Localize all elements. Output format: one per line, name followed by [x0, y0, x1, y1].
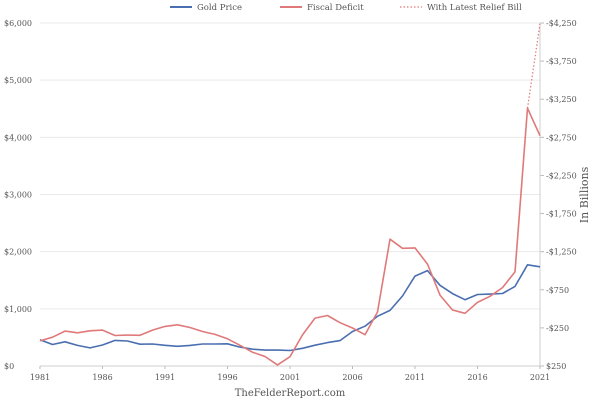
x-tick-label: 2006 — [342, 373, 362, 382]
series-line-with-latest-relief-bill — [526, 23, 541, 109]
y-right-tick-label: -$250 — [546, 324, 569, 333]
y-left-tick-label: $3,000 — [4, 191, 32, 200]
y-right-tick-label: -$3,250 — [546, 95, 577, 104]
y-right-tick-label: -$4,250 — [546, 19, 577, 28]
y-right-tick-label: -$2,750 — [546, 133, 577, 142]
x-tick-label: 2021 — [530, 373, 550, 382]
series-lines — [39, 23, 541, 366]
y-left-tick-label: $2,000 — [4, 248, 32, 257]
y-left-tick-label: $0 — [4, 362, 14, 371]
y-axis-right: $250 -$250 -$750 -$1,250 -$1,750 -$2,250 -$2,7… — [539, 19, 577, 371]
y-right-tick-label: $250 — [546, 362, 566, 371]
series-line-gold-price — [39, 263, 541, 352]
x-tick-label: 1991 — [155, 373, 175, 382]
y-left-tick-label: $1,000 — [4, 305, 32, 314]
x-tick-label: 1996 — [217, 373, 237, 382]
y-right-tick-label: -$2,250 — [546, 171, 577, 180]
y-right-tick-label: -$1,750 — [546, 210, 577, 219]
legend-label: With Latest Relief Bill — [427, 3, 522, 13]
y-left-tick-label: $6,000 — [4, 19, 32, 28]
source-label: TheFelderReport.com — [235, 388, 346, 399]
x-axis: 1981 1986 1991 1996 2001 2006 2011 2016 2021 — [30, 366, 550, 382]
y2-axis-label: In Billions — [578, 166, 591, 223]
y-left-tick-label: $5,000 — [4, 76, 32, 85]
x-tick-label: 1986 — [92, 373, 112, 382]
y-left-tick-label: $4,000 — [4, 133, 32, 142]
legend: Gold Price Fiscal Deficit With Latest Reli… — [170, 3, 522, 13]
legend-label: Gold Price — [197, 3, 242, 13]
y-right-tick-label: -$1,250 — [546, 248, 577, 257]
y-right-tick-label: -$750 — [546, 286, 569, 295]
x-tick-label: 2001 — [280, 373, 300, 382]
x-tick-label: 1981 — [30, 373, 50, 382]
gridlines — [40, 22, 540, 367]
y-axis-left: $0 $1,000 $2,000 $3,000 $4,000 $5,000 $6,000 — [4, 19, 32, 371]
x-tick-label: 2016 — [467, 373, 487, 382]
series-line-fiscal-deficit — [39, 107, 541, 366]
x-tick-label: 2011 — [405, 373, 425, 382]
y-right-tick-label: -$3,750 — [546, 57, 577, 66]
legend-label: Fiscal Deficit — [307, 3, 364, 13]
